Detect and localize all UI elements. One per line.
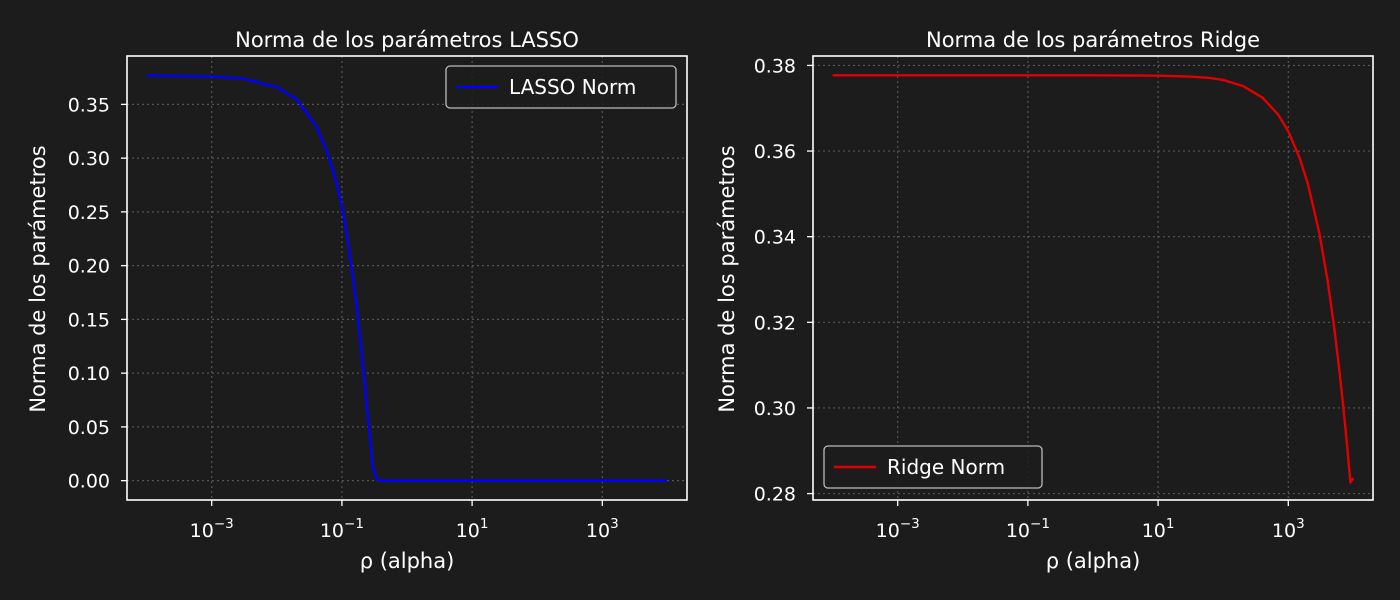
ridge-chart-title: Norma de los parámetros Ridge [926, 28, 1260, 52]
lasso-y-tick-label: 0.05 [68, 417, 110, 439]
lasso-y-axis-label: Norma de los parámetros [26, 145, 50, 412]
lasso-series-line [146, 74, 668, 482]
lasso-x-axis-label: ρ (alpha) [360, 549, 455, 573]
ridge-legend-label: Ridge Norm [887, 455, 1005, 479]
lasso-chart: Norma de los parámetros LASSO ρ (alpha) … [26, 28, 688, 573]
ridge-axes-frame [812, 55, 1374, 501]
ridge-series-line [832, 74, 1355, 484]
lasso-legend-box [445, 65, 677, 109]
lasso-chart-title: Norma de los parámetros LASSO [235, 28, 579, 52]
lasso-y-tick-label: 0.15 [68, 309, 110, 331]
ridge-x-tick-label: 103 [1272, 516, 1305, 542]
ridge-y-tick-label: 0.38 [754, 55, 796, 77]
lasso-y-tick-label: 0.20 [68, 256, 110, 278]
ridge-x-tick-label: 101 [1142, 516, 1175, 542]
ridge-plot-area: 0.28 0.30 0.32 0.34 0.36 0.38 10−3 10−1 101 103 Ri… [754, 55, 1374, 542]
lasso-x-tick-label: 101 [456, 516, 489, 542]
lasso-y-tick-label: 0.35 [68, 94, 110, 116]
ridge-legend: Ridge Norm [823, 445, 1043, 489]
ridge-legend-box [823, 445, 1043, 489]
ridge-chart: Norma de los parámetros Ridge ρ (alpha) … [715, 28, 1374, 573]
lasso-x-tick-label: 10−3 [190, 516, 234, 542]
lasso-y-tick-label: 0.25 [68, 202, 110, 224]
ridge-x-tick-label: 10−3 [876, 516, 920, 542]
lasso-legend: LASSO Norm [445, 65, 677, 109]
ridge-x-axis-label: ρ (alpha) [1046, 549, 1141, 573]
lasso-x-tick-label: 103 [586, 516, 619, 542]
lasso-y-tick-label: 0.30 [68, 148, 110, 170]
lasso-y-tick-label: 0.00 [68, 471, 110, 493]
ridge-y-axis-label: Norma de los parámetros [715, 145, 739, 412]
lasso-x-tick-label: 10−1 [320, 516, 364, 542]
ridge-y-tick-label: 0.32 [754, 312, 796, 334]
ridge-y-tick-label: 0.36 [754, 141, 796, 163]
lasso-plot-area: 0.00 0.05 0.10 0.15 0.20 0.25 0.30 0.35 10−3 10−1… [68, 55, 688, 542]
lasso-axes-frame [126, 55, 688, 501]
ridge-y-tick-label: 0.28 [754, 484, 796, 506]
ridge-y-tick-label: 0.30 [754, 398, 796, 420]
lasso-legend-label: LASSO Norm [509, 75, 636, 99]
ridge-y-tick-label: 0.34 [754, 227, 796, 249]
lasso-y-tick-label: 0.10 [68, 363, 110, 385]
ridge-x-tick-label: 10−1 [1006, 516, 1050, 542]
